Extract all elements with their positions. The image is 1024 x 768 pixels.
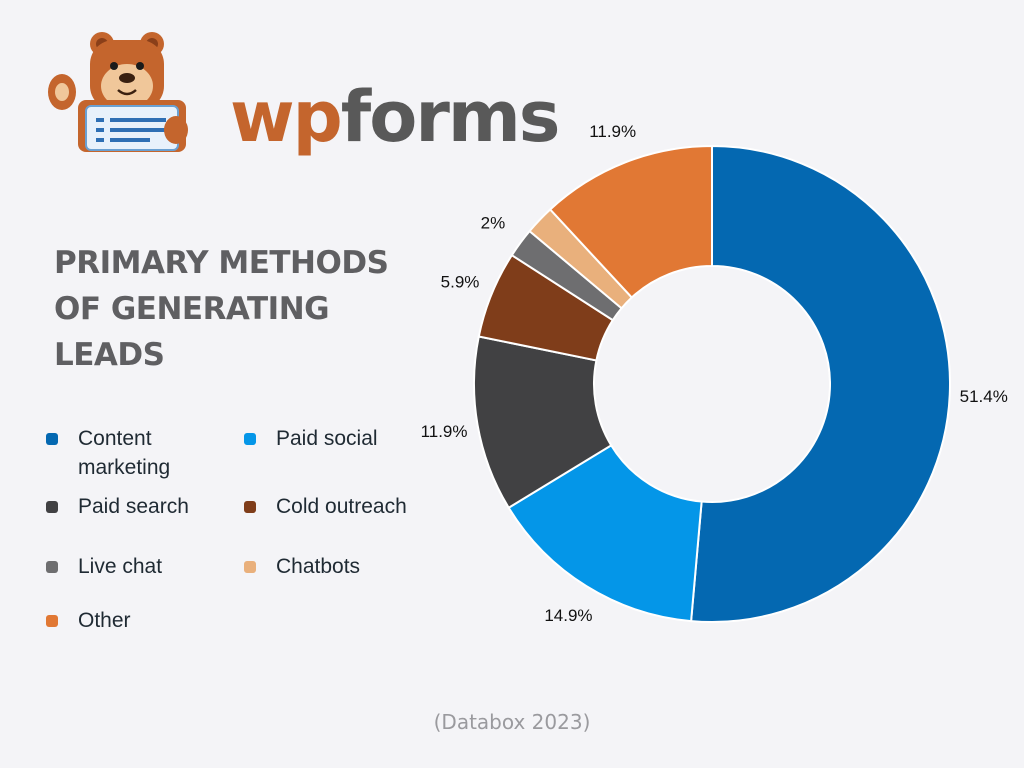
data-label: 14.9% xyxy=(544,606,592,625)
bear-mascot-icon xyxy=(48,32,188,152)
donut-slice-other xyxy=(548,144,713,299)
data-label: 51.4% xyxy=(960,387,1008,406)
logo-forms-text: forms xyxy=(340,76,561,158)
legend-swatch xyxy=(244,433,256,445)
logo-wordmark: wpforms xyxy=(230,82,560,152)
legend-swatch xyxy=(46,561,58,573)
legend-swatch xyxy=(244,501,256,513)
legend-label: Live chat xyxy=(78,555,163,578)
legend-label: Cold outreach xyxy=(276,495,407,518)
donut-slice-paid-social xyxy=(507,443,703,623)
legend-label: Chatbots xyxy=(276,555,361,578)
legend-swatch xyxy=(46,501,58,513)
data-label: 11.9% xyxy=(421,422,468,441)
legend-label: Paid social xyxy=(276,427,378,450)
logo-wp-text: wp xyxy=(230,76,343,158)
legend-swatch xyxy=(46,433,58,445)
donut-slice-content-marketing xyxy=(690,144,951,623)
wpforms-logo: wpforms xyxy=(40,30,560,155)
legend-label: Paid search xyxy=(78,495,189,518)
legend-label: Content marketing xyxy=(78,427,171,479)
legend-label: Other xyxy=(78,609,131,632)
legend-swatch xyxy=(244,561,256,573)
source-note: (Databox 2023) xyxy=(433,710,591,734)
data-label: 11.9% xyxy=(589,122,636,141)
legend-swatch xyxy=(46,615,58,627)
chart-title: PRIMARY METHODS OF GENERATING LEADS xyxy=(54,245,389,373)
data-label: 5.9% xyxy=(441,272,480,291)
data-label: 2% xyxy=(481,214,506,233)
